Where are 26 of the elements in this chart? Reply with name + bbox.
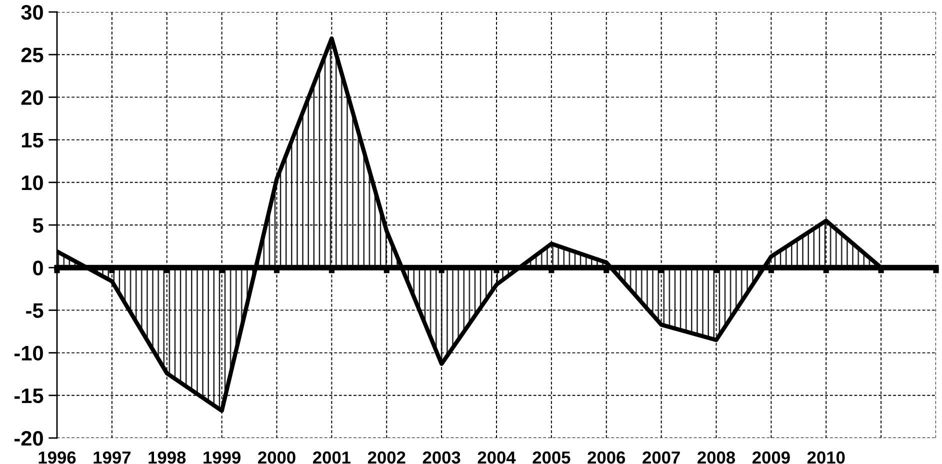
- x-tick-label: 2009: [752, 451, 790, 464]
- y-tick-label: -20: [14, 431, 43, 446]
- x-tick-label: 1998: [148, 451, 186, 464]
- y-tick-label: 20: [21, 90, 43, 105]
- x-tick-label: 2003: [422, 451, 460, 464]
- x-tick-label: 2006: [588, 451, 626, 464]
- y-tick-label: 0: [33, 260, 43, 276]
- y-tick-label: -10: [14, 346, 43, 361]
- x-tick-label: 1997: [94, 451, 130, 464]
- x-tick-label: 1996: [38, 451, 76, 464]
- y-tick-label: 15: [22, 133, 44, 148]
- x-tick-label: 2005: [532, 451, 570, 464]
- x-tick-label: 2004: [478, 451, 516, 464]
- y-tick-label: 30: [21, 5, 43, 20]
- x-tick-label: 2010: [807, 451, 845, 464]
- y-tick-label: 5: [32, 218, 44, 233]
- y-tick-label: -15: [14, 388, 44, 404]
- x-tick-label: 2008: [698, 451, 736, 464]
- y-tick-label: 10: [22, 175, 43, 190]
- x-tick-label: 2000: [258, 451, 296, 464]
- x-tick-label: 2007: [642, 451, 680, 464]
- x-tick-label: 1999: [204, 451, 240, 464]
- x-tick-label: 2001: [312, 451, 351, 464]
- y-tick-label: -5: [26, 303, 44, 318]
- y-tick-label: 25: [21, 48, 44, 62]
- x-tick-label: 2002: [368, 451, 406, 464]
